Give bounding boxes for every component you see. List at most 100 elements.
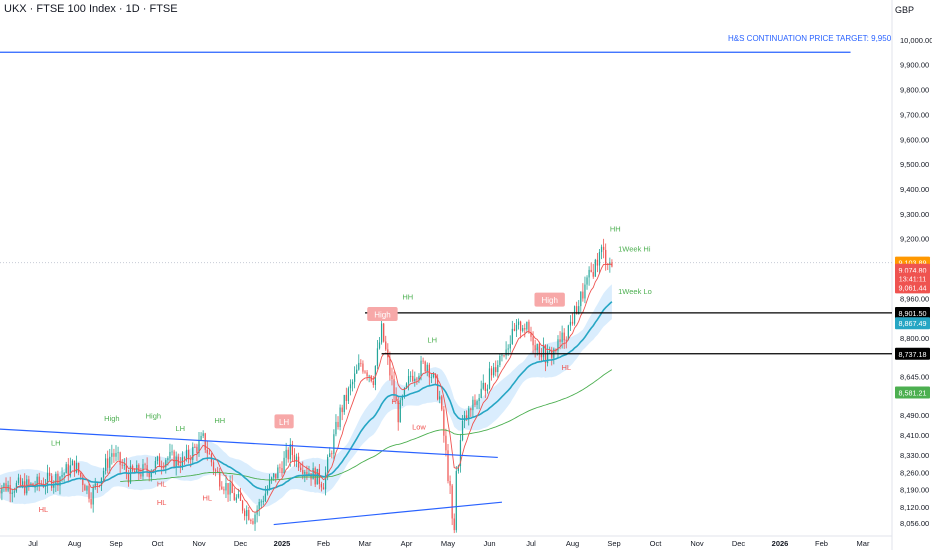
candle [580,291,582,312]
candle-body [46,472,49,486]
candle-body [53,483,55,488]
candle-body [499,356,501,366]
candle-body [80,472,82,477]
candle-body [513,328,516,331]
symbol-title[interactable]: UKX · FTSE 100 Index · 1D · FTSE [4,3,178,15]
candle [376,340,379,370]
candle-body [214,470,217,472]
candle [578,300,580,315]
annotation-label: HL [157,480,167,489]
candle [372,375,374,388]
candle-body [266,488,269,494]
price-label-text: 8,737.18 [899,350,927,359]
target-label: H&S CONTINUATION PRICE TARGET: 9,950 [728,34,892,43]
candle-body [212,462,215,471]
price-tick-label: 8,190.00 [900,486,929,495]
candle [335,414,337,437]
candle [169,443,171,462]
candle-body [484,382,486,392]
candle-body [567,325,569,341]
candle-body [148,471,150,478]
candle-body [378,342,381,349]
candle [19,474,22,487]
candle-body [526,321,528,330]
candle-body [434,373,437,378]
candle-body [173,451,175,468]
price-label-bg [895,347,930,360]
candle-body [140,474,142,477]
currency-label[interactable]: GBP [894,5,914,15]
candle [501,353,503,362]
candle [109,448,111,474]
candle-body [65,464,67,474]
price-tick-label: 8,330.00 [900,451,929,460]
candle-body [167,458,169,461]
candle [175,451,177,476]
candle-body [372,381,374,385]
candle [244,508,246,521]
price-label: 8,737.18 [895,347,930,360]
candle [443,405,445,443]
candle [441,394,443,412]
candle-body [244,510,246,517]
candle [391,367,393,386]
candle-body [181,457,184,468]
candle-body [275,473,277,479]
candle [538,341,540,361]
price-label: 8,581.21 [895,386,930,399]
candle-body [445,435,447,451]
candle [345,387,347,410]
candle [113,448,115,463]
candle [534,339,536,358]
candle [55,471,57,493]
candle-body [304,471,306,474]
candle-body [430,377,433,378]
candle-body [414,378,416,381]
candle-body [22,481,24,486]
candle [563,328,565,349]
candle-body [457,465,459,472]
candle [161,460,163,475]
candle-body [188,449,190,459]
price-label-bg [895,307,930,320]
drawings[interactable] [0,51,892,526]
candle-body [341,407,343,413]
time-axis[interactable]: Jul Aug Sep Oct Nov Dec 2025 Feb Mar Apr May Jun Jul… [28,539,870,548]
candle [88,481,90,503]
candle [522,324,524,333]
candle-body [561,332,563,342]
candle [590,262,592,273]
candle-body [300,467,302,470]
candle-body [121,464,123,466]
candle [337,416,339,430]
annotation-label: 1Week Lo [618,287,652,296]
candle-body [397,401,399,423]
candle-body [507,348,509,350]
candle-body [505,349,507,356]
candle-body [271,477,273,480]
candle [173,449,175,469]
candle [277,464,279,479]
candle-body [84,485,86,491]
candle-body [320,483,323,488]
candle-body [310,473,312,480]
candle [94,477,96,490]
candle [202,430,204,439]
candle-body [416,378,418,380]
candle [428,362,430,386]
ema-fast-line [0,263,613,513]
price-axis[interactable]: 8,056.00 8,120.00 8,190.00 8,260.00 8,330.00… [895,36,932,528]
candle-body [391,375,393,380]
annotation-label: LH [427,336,437,345]
candle [484,382,486,398]
candle-body [82,476,84,486]
price-label-text: 9,061.44 [899,283,927,292]
price-label-bg [895,317,930,330]
candle-body [96,483,98,486]
candle-body [246,509,248,517]
candle [252,518,254,525]
candle-body [175,456,177,468]
price-tick-label: 8,490.00 [900,411,929,420]
